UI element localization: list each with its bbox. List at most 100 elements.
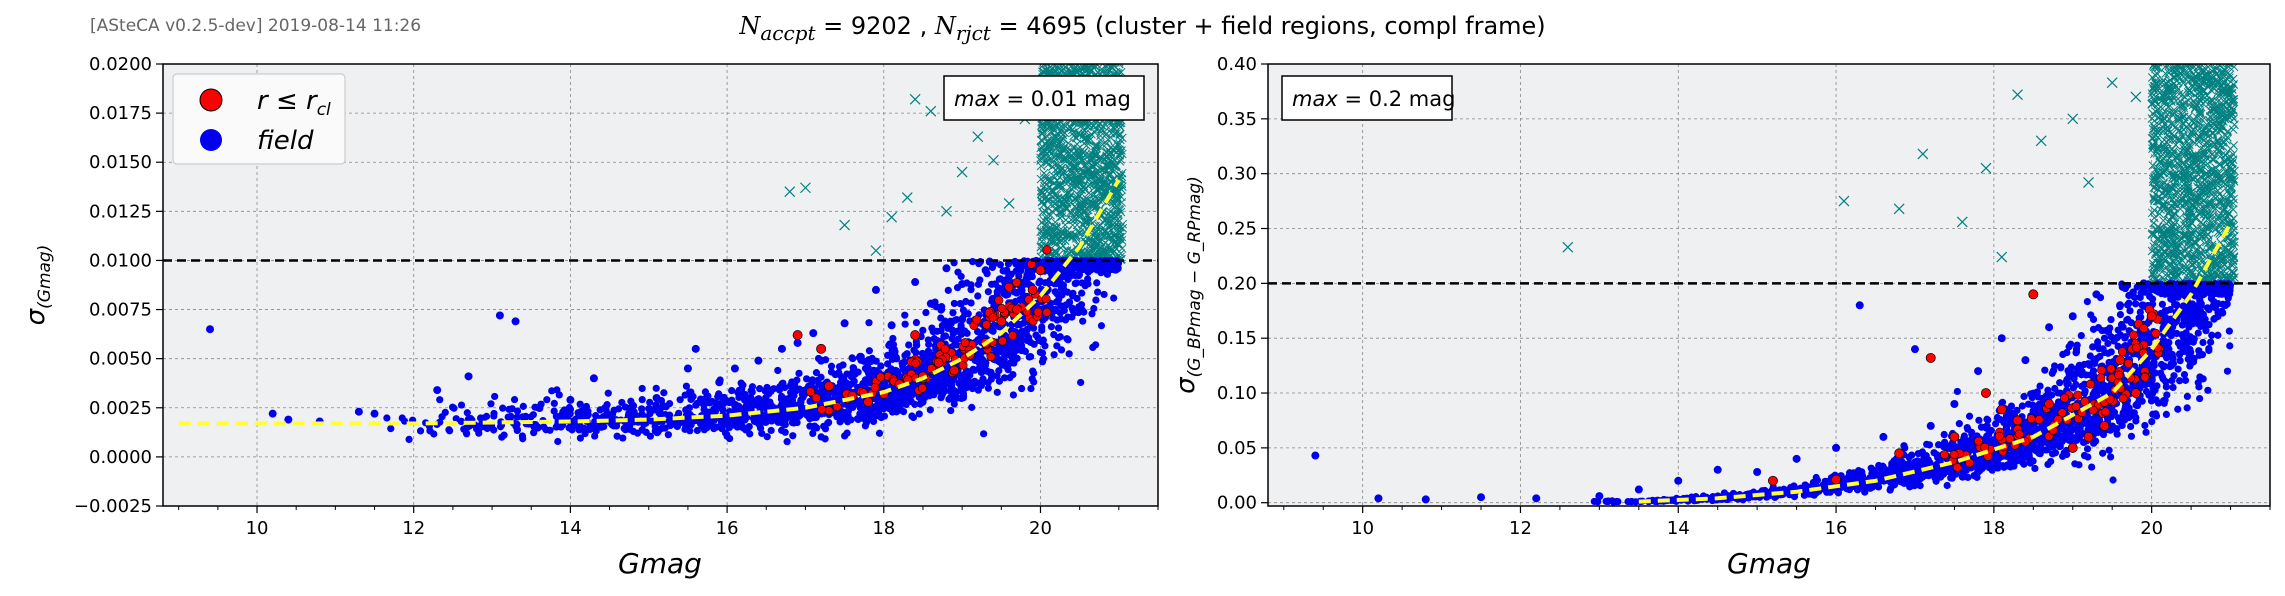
x-tick-label: 12: [402, 518, 425, 539]
rejected-marker: [1098, 179, 1108, 188]
field-point: [973, 327, 982, 336]
field-point: [559, 408, 567, 416]
field-point: [584, 411, 592, 419]
rejected-marker: [1117, 244, 1127, 253]
rejected-marker: [1061, 122, 1070, 131]
field-point: [865, 319, 873, 327]
x-tick-label: 18: [872, 518, 895, 539]
field-point: [1013, 354, 1021, 362]
field-point: [354, 407, 363, 416]
field-point: [942, 264, 951, 273]
rejected-marker: [2198, 184, 2208, 193]
rejected-marker: [1088, 171, 1097, 181]
rejected-marker: [1037, 129, 1046, 138]
rejected-marker: [1096, 42, 1104, 50]
rejected-marker: [2183, 184, 2193, 194]
rejected-marker: [1077, 176, 1087, 186]
rejected-marker: [2152, 64, 2161, 70]
y-axis-label: σ(Gmag): [21, 245, 55, 326]
rejected-marker: [2216, 64, 2224, 65]
rejected-marker: [1062, 50, 1070, 58]
field-point: [682, 411, 690, 419]
field-point: [490, 412, 498, 420]
cluster-point: [997, 303, 1007, 313]
cluster-point: [876, 372, 886, 382]
rejected-marker: [2164, 237, 2173, 247]
rejected-marker: [1084, 46, 1092, 54]
field-point: [877, 362, 885, 370]
rejected-marker: [2221, 45, 2229, 53]
field-point: [1002, 291, 1010, 299]
field-point: [653, 405, 661, 413]
rejected-marker: [2164, 41, 2172, 49]
field-point: [806, 422, 814, 430]
rejected-marker: [1106, 225, 1116, 235]
rejected-marker: [1096, 54, 1104, 62]
field-point: [1069, 292, 1077, 300]
rejected-marker: [1066, 215, 1076, 225]
rejected-marker: [1117, 146, 1126, 155]
rejected-marker: [1060, 52, 1068, 60]
rejected-marker: [1055, 149, 1065, 158]
field-point: [1038, 338, 1047, 346]
field-point: [482, 412, 491, 420]
rejected-marker: [1090, 177, 1099, 187]
rejected-marker: [2195, 230, 2204, 240]
rejected-marker: [1038, 120, 1047, 130]
rejected-marker: [2188, 226, 2197, 236]
rejected-marker: [1074, 45, 1082, 53]
field-point: [950, 387, 959, 395]
field-point: [901, 351, 909, 360]
field-point: [589, 374, 598, 383]
rejected-marker: [2156, 53, 2164, 61]
rejected-marker: [1068, 53, 1076, 61]
rejected-marker: [2155, 236, 2165, 246]
rejected-marker: [2215, 43, 2223, 51]
rejected-marker: [1083, 53, 1091, 61]
field-point: [566, 395, 575, 404]
field-point: [1007, 358, 1015, 366]
rejected-marker: [1069, 142, 1079, 152]
rejected-marker: [2179, 101, 2188, 111]
field-point: [996, 261, 1004, 269]
field-point: [513, 413, 521, 421]
field-point: [607, 419, 615, 427]
rejected-marker: [1057, 212, 1067, 221]
rejected-marker: [2163, 48, 2171, 56]
rejected-marker: [1115, 50, 1123, 58]
field-point: [450, 404, 458, 412]
field-point: [1050, 331, 1058, 339]
field-point: [567, 422, 575, 431]
rejected-marker: [1061, 204, 1071, 213]
rejected-marker: [2227, 158, 2237, 168]
rejected-marker: [1104, 43, 1112, 51]
field-point: [837, 415, 845, 423]
field-point: [633, 429, 642, 437]
field-point: [638, 384, 646, 393]
rejected-marker: [1090, 229, 1100, 239]
rejected-marker: [1053, 49, 1061, 57]
rejected-marker: [972, 131, 984, 143]
rejected-marker: [1050, 121, 1062, 133]
field-point: [962, 297, 970, 306]
rejected-marker: [1056, 134, 1066, 144]
field-point: [576, 434, 585, 442]
field-point: [370, 409, 379, 418]
cluster-point: [940, 344, 950, 354]
field-point: [1028, 375, 1036, 383]
field-point: [1075, 303, 1083, 311]
rejected-marker: [1077, 52, 1085, 60]
field-point: [697, 395, 705, 403]
rejected-marker: [1056, 66, 1066, 76]
rejected-marker: [1097, 64, 1107, 74]
rejected-marker: [1106, 142, 1116, 152]
field-point: [993, 388, 1001, 396]
rejected-marker: [1091, 227, 1101, 236]
rejected-marker: [1056, 180, 1066, 190]
field-point: [445, 427, 454, 435]
rejected-marker: [2165, 65, 2175, 74]
field-point: [785, 394, 793, 402]
rejected-marker: [1092, 46, 1100, 54]
field-point: [1030, 369, 1038, 377]
